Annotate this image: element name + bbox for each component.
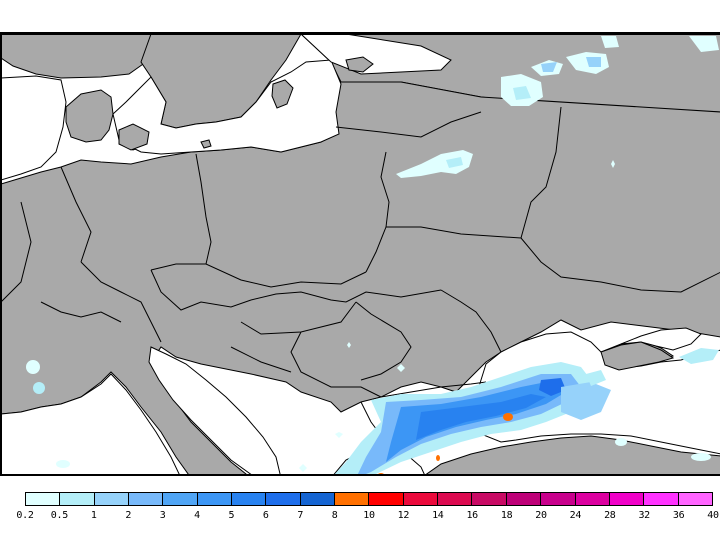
colorbar-label: 8 [331, 510, 338, 521]
colorbar-label: 2 [125, 510, 132, 521]
colorbar-bin [472, 493, 507, 505]
colorbar-bin [129, 493, 164, 505]
colorbar-bin [266, 493, 301, 505]
colorbar-label: 14 [432, 510, 444, 521]
colorbar-label: 20 [535, 510, 547, 521]
colorbar-bin [163, 493, 198, 505]
colorbar-label: 3 [159, 510, 166, 521]
map-canvas [1, 34, 720, 474]
colorbar-bin [300, 493, 336, 505]
colorbar-bin [94, 493, 130, 505]
colorbar-label: 0.2 [16, 510, 34, 521]
colorbar-label: 32 [638, 510, 650, 521]
precipitation-field [26, 36, 719, 474]
colorbar-label: 40 [707, 510, 719, 521]
colorbar-bin [335, 493, 370, 505]
colorbar-label: 36 [672, 510, 685, 521]
colorbar-label: 18 [500, 510, 513, 521]
colorbar-bin [506, 493, 542, 505]
colorbar [25, 492, 713, 506]
colorbar-bin [438, 493, 473, 505]
colorbar-label: 4 [194, 510, 200, 521]
colorbar-label: 28 [604, 510, 616, 521]
colorbar-bin [60, 493, 95, 505]
colorbar-label: 0.5 [50, 510, 68, 521]
colorbar-bin [403, 493, 439, 505]
colorbar-label: 6 [262, 510, 269, 521]
colorbar-bin [609, 493, 645, 505]
precipitation-map [0, 32, 720, 476]
colorbar-label: 10 [363, 510, 375, 521]
colorbar-bin [369, 493, 404, 505]
colorbar-bin [644, 493, 679, 505]
colorbar-bin [575, 493, 610, 505]
colorbar-bin [541, 493, 576, 505]
colorbar-label: 24 [569, 510, 582, 521]
colorbar-label: 16 [466, 510, 478, 521]
colorbar-bin [26, 493, 61, 505]
country-borders [1, 106, 720, 455]
colorbar-bin [232, 493, 267, 505]
colorbar-label: 5 [228, 510, 235, 521]
colorbar-labels: 0.2 0.5 1 2 3 4 5 6 7 8 10 12 14 16 18 2… [0, 510, 720, 524]
baltic-islands [118, 56, 675, 371]
colorbar-bin [197, 493, 233, 505]
colorbar-bin [678, 493, 712, 505]
colorbar-label: 1 [90, 510, 97, 521]
colorbar-label: 7 [297, 510, 304, 521]
colorbar-label: 12 [397, 510, 410, 521]
